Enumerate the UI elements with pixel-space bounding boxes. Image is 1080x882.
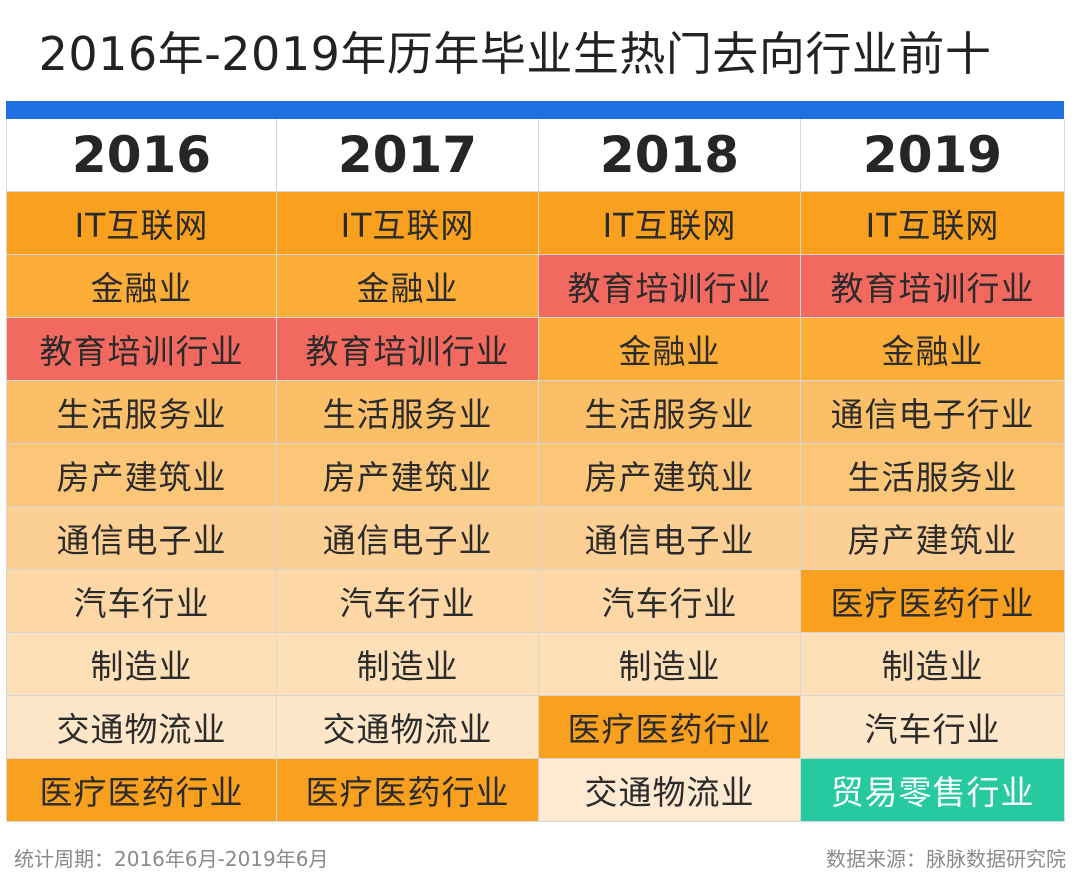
table-cell: 教育培训行业 xyxy=(6,317,277,381)
table-cell: 房产建筑业 xyxy=(800,506,1065,570)
table-row: 生活服务业 生活服务业 生活服务业 通信电子行业 xyxy=(6,380,1065,444)
table-cell: 医疗医药行业 xyxy=(800,569,1065,633)
table-row: 房产建筑业 房产建筑业 房产建筑业 生活服务业 xyxy=(6,443,1065,507)
table-cell: 金融业 xyxy=(276,254,539,318)
table-cell: 通信电子行业 xyxy=(800,380,1065,444)
column-header-2019: 2019 xyxy=(800,119,1065,192)
table-cell: 金融业 xyxy=(800,317,1065,381)
data-source-note: 数据来源：脉脉数据研究院 xyxy=(826,847,1066,871)
table-cell: 教育培训行业 xyxy=(800,254,1065,318)
table-cell: 制造业 xyxy=(800,632,1065,696)
statistics-period-note: 统计周期：2016年6月-2019年6月 xyxy=(14,847,329,871)
header-accent-bar xyxy=(6,101,1064,119)
table-cell: 通信电子业 xyxy=(6,506,277,570)
table-cell: 制造业 xyxy=(538,632,801,696)
table-cell: 汽车行业 xyxy=(538,569,801,633)
column-header-2017: 2017 xyxy=(276,119,539,192)
table-cell: 房产建筑业 xyxy=(538,443,801,507)
table-cell: 教育培训行业 xyxy=(276,317,539,381)
table-cell: 交通物流业 xyxy=(538,758,801,822)
table-row: 制造业 制造业 制造业 制造业 xyxy=(6,632,1065,696)
table-cell: 生活服务业 xyxy=(6,380,277,444)
table-cell: 医疗医药行业 xyxy=(276,758,539,822)
page-title: 2016年-2019年历年毕业生热门去向行业前十 xyxy=(38,27,992,81)
table-row: 交通物流业 交通物流业 医疗医药行业 汽车行业 xyxy=(6,695,1065,759)
table-cell: IT互联网 xyxy=(6,191,277,255)
table-cell: 通信电子业 xyxy=(538,506,801,570)
table-cell: 交通物流业 xyxy=(6,695,277,759)
table-cell: 生活服务业 xyxy=(538,380,801,444)
table-cell: 交通物流业 xyxy=(276,695,539,759)
table-cell: 房产建筑业 xyxy=(276,443,539,507)
table-cell: 金融业 xyxy=(538,317,801,381)
table-header-row: 2016 2017 2018 2019 xyxy=(6,119,1065,192)
table-row: 医疗医药行业 医疗医药行业 交通物流业 贸易零售行业 xyxy=(6,758,1065,822)
table-cell: 汽车行业 xyxy=(276,569,539,633)
column-header-2016: 2016 xyxy=(6,119,277,192)
table-row: IT互联网 IT互联网 IT互联网 IT互联网 xyxy=(6,191,1065,255)
table-cell: 贸易零售行业 xyxy=(800,758,1065,822)
table-row: 汽车行业 汽车行业 汽车行业 医疗医药行业 xyxy=(6,569,1065,633)
table-row: 教育培训行业 教育培训行业 金融业 金融业 xyxy=(6,317,1065,381)
table-cell: 教育培训行业 xyxy=(538,254,801,318)
table-cell: 汽车行业 xyxy=(800,695,1065,759)
table-cell: IT互联网 xyxy=(276,191,539,255)
table-cell: IT互联网 xyxy=(800,191,1065,255)
table-cell: 房产建筑业 xyxy=(6,443,277,507)
table-cell: 医疗医药行业 xyxy=(6,758,277,822)
industry-ranking-table: 2016 2017 2018 2019 IT互联网 IT互联网 IT互联网 IT互联网… xyxy=(6,119,1065,822)
table-cell: 制造业 xyxy=(6,632,277,696)
table-cell: 生活服务业 xyxy=(800,443,1065,507)
table-cell: 金融业 xyxy=(6,254,277,318)
table-cell: 医疗医药行业 xyxy=(538,695,801,759)
table-body: IT互联网 IT互联网 IT互联网 IT互联网 金融业 金融业 教育培训行业 教育培训行业 教育… xyxy=(6,191,1065,822)
table-cell: 通信电子业 xyxy=(276,506,539,570)
table-cell: IT互联网 xyxy=(538,191,801,255)
table-cell: 制造业 xyxy=(276,632,539,696)
table-cell: 汽车行业 xyxy=(6,569,277,633)
table-cell: 生活服务业 xyxy=(276,380,539,444)
table-row: 通信电子业 通信电子业 通信电子业 房产建筑业 xyxy=(6,506,1065,570)
table-row: 金融业 金融业 教育培训行业 教育培训行业 xyxy=(6,254,1065,318)
column-header-2018: 2018 xyxy=(538,119,801,192)
